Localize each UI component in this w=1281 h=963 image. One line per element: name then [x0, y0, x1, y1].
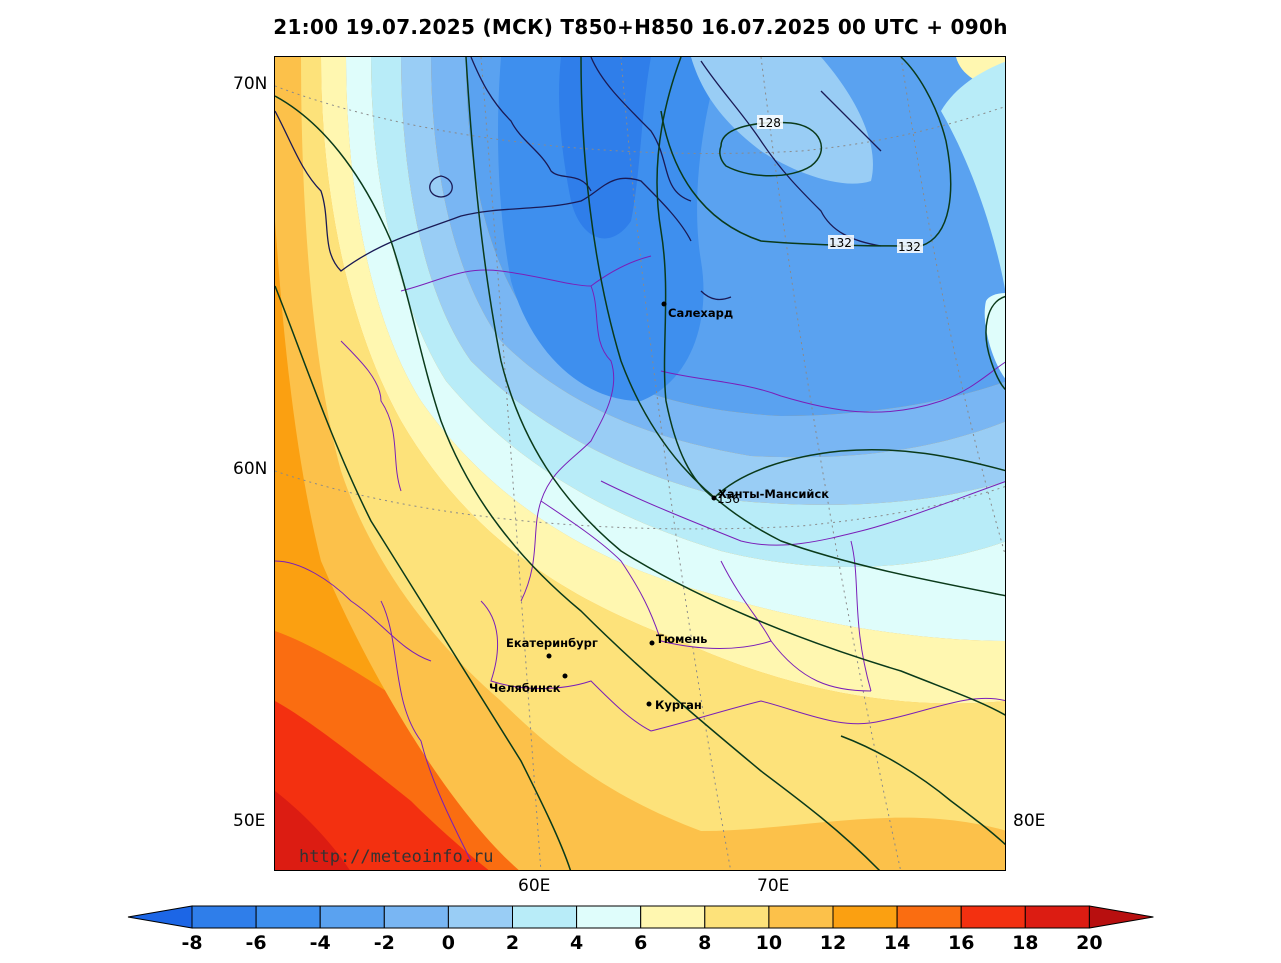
contour-labels: 128 132 132 136 — [717, 115, 923, 506]
colorbar-tick-label: 14 — [884, 932, 910, 954]
lon-label-60e: 60E — [518, 876, 551, 896]
lon-label-70e: 70E — [757, 876, 790, 896]
contour-label-128: 128 — [758, 116, 781, 130]
svg-text:Екатеринбург: Екатеринбург — [506, 636, 598, 650]
contour-label-132-a: 132 — [829, 236, 852, 250]
colorbar-segment — [512, 905, 578, 929]
colorbar-tick-label: 6 — [634, 932, 647, 954]
band-8 — [321, 57, 1005, 704]
colorbar-tick-label: 8 — [698, 932, 711, 954]
city-kurgan[interactable]: Курган — [646, 698, 702, 712]
city-salekhard[interactable]: Салехард — [661, 301, 734, 321]
colorbar-tick-label: 18 — [1012, 932, 1038, 954]
colorbar-tick-label: 16 — [948, 932, 974, 954]
map-title: 21:00 19.07.2025 (МСК) T850+H850 16.07.2… — [273, 15, 1008, 39]
colorbar-segment — [447, 905, 513, 929]
lat-label-70n: 70N — [233, 74, 268, 94]
colorbar-tick-label: 10 — [756, 932, 782, 954]
band-e-pale — [941, 61, 1005, 290]
band-10 — [301, 57, 1005, 831]
contour-label-132-b: 132 — [898, 240, 921, 254]
colorbar-tick-label: 2 — [506, 932, 519, 954]
colorbar-tick-label: -8 — [181, 932, 202, 954]
colorbar-labels: -8 -6 -4 -2 0 2 4 6 8 10 12 14 16 18 20 — [181, 932, 1102, 954]
colorbar-over-arrow — [1088, 905, 1154, 929]
colorbar-tick-label: -6 — [246, 932, 267, 954]
colorbar-segment — [255, 905, 321, 929]
colorbar-segments — [127, 905, 1154, 929]
lon-label-50e: 50E — [233, 811, 266, 831]
lat-label-60n: 60N — [233, 459, 268, 479]
colorbar-tick-label: 4 — [570, 932, 583, 954]
watermark: http://meteoinfo.ru — [299, 847, 493, 867]
contour-label-136: 136 — [717, 492, 740, 506]
city-tyumen[interactable]: Тюмень — [649, 632, 708, 646]
band-18 — [275, 791, 350, 870]
colorbar-segment — [1024, 905, 1090, 929]
temperature-field — [275, 57, 1005, 870]
colorbar-segment — [576, 905, 642, 929]
colorbar-segment — [896, 905, 962, 929]
band-16 — [275, 701, 489, 870]
colorbar-segment — [640, 905, 706, 929]
map-canvas: 128 132 132 136 Салехард Ханты-Мансийск … — [275, 57, 1005, 870]
graticule — [275, 57, 1005, 870]
colorbar-tick-label: -4 — [310, 932, 331, 954]
svg-text:Тюмень: Тюмень — [656, 632, 707, 646]
svg-text:Ханты-Мансийск: Ханты-Мансийск — [718, 487, 829, 501]
band-6 — [346, 57, 1005, 641]
colorbar-tick-label: 20 — [1076, 932, 1102, 954]
admin-borders — [275, 255, 1005, 862]
band-e-lightcyan — [984, 293, 1005, 379]
temperature-map[interactable]: 128 132 132 136 Салехард Ханты-Мансийск … — [274, 56, 1006, 871]
city-khanty-mansiysk[interactable]: Ханты-Мансийск — [711, 487, 830, 501]
band-12-east — [275, 57, 1005, 870]
lon-label-80e: 80E — [1013, 811, 1046, 831]
colorbar-tick-label: -2 — [374, 932, 395, 954]
cities: Салехард Ханты-Мансийск Екатеринбург Тюм… — [489, 301, 830, 712]
city-yekaterinburg[interactable]: Екатеринбург — [506, 636, 598, 659]
colorbar-tick-label: 0 — [442, 932, 455, 954]
colorbar-tick-label: 12 — [820, 932, 846, 954]
colorbar-under-arrow — [127, 905, 193, 929]
colorbar-segment — [319, 905, 385, 929]
band-2 — [401, 57, 1005, 505]
colorbar-segment — [704, 905, 770, 929]
city-chelyabinsk[interactable]: Челябинск — [489, 673, 568, 696]
svg-text:Челябинск: Челябинск — [489, 681, 561, 695]
colorbar-segment — [960, 905, 1026, 929]
colorbar-segment — [383, 905, 449, 929]
colorbar-segment — [191, 905, 257, 929]
colorbar-segment — [768, 905, 834, 929]
svg-text:Салехард: Салехард — [668, 306, 733, 320]
coastlines — [275, 57, 882, 301]
svg-text:Курган: Курган — [655, 698, 702, 712]
colorbar-segment — [832, 905, 898, 929]
